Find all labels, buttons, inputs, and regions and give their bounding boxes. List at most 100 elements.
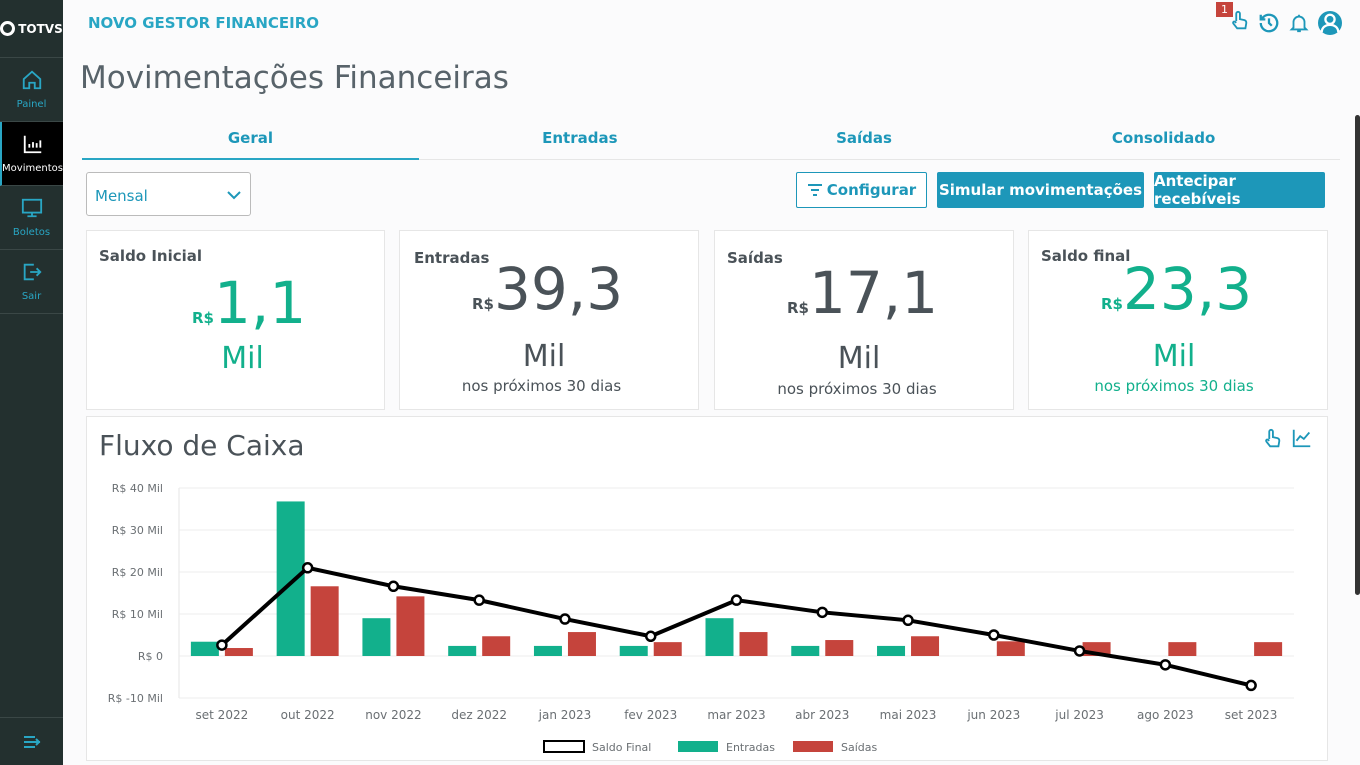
- bar-sadas: [567, 632, 596, 656]
- configurar-label: Configurar: [826, 181, 917, 199]
- x-tick-label: jul 2023: [1054, 708, 1104, 722]
- card-unit: Mil: [837, 341, 881, 376]
- saldo-final-point: [902, 614, 914, 627]
- bar-sadas: [396, 596, 425, 656]
- bar-entradas: [791, 645, 820, 656]
- tab-bar: Geral Entradas Saídas Consolidado: [82, 122, 1340, 160]
- saldo-final-point: [1245, 679, 1257, 692]
- antecipar-recebiveis-button[interactable]: Antecipar recebíveis: [1154, 172, 1325, 208]
- configurar-button[interactable]: Configurar: [796, 172, 927, 208]
- logo-text: TOTVS: [18, 21, 63, 36]
- tab-entradas[interactable]: Entradas: [542, 129, 618, 147]
- saldo-final-point: [644, 630, 657, 643]
- x-tick-label: mar 2023: [707, 708, 765, 722]
- sidebar-item-boletos[interactable]: Boletos: [0, 186, 63, 250]
- sidebar-item-label: Movimentos: [2, 163, 63, 174]
- fluxo-de-caixa-card: Fluxo de Caixa R$ 40 Mil R$ 30 Mil R$ 20 M…: [86, 416, 1328, 761]
- legend-swatch: [543, 740, 585, 753]
- card-entradas: Entradas R$39,3 Mil nos próximos 30 dias: [399, 230, 699, 410]
- x-tick-label: set 2023: [1225, 708, 1278, 722]
- page-scrollbar[interactable]: [1355, 115, 1360, 595]
- sidebar-item-label: Boletos: [12, 227, 51, 238]
- gesture-button[interactable]: 1: [1216, 2, 1250, 36]
- saldo-final-point: [816, 606, 829, 619]
- x-tick-label: jan 2023: [538, 708, 592, 722]
- card-unit: Mil: [522, 339, 566, 374]
- card-subtitle: nos próximos 30 dias: [1094, 377, 1254, 395]
- card-saldo-final: Saldo final R$23,3 Mil nos próximos 30 d…: [1028, 230, 1328, 410]
- saldo-final-point: [473, 594, 485, 606]
- logout-icon: [23, 263, 42, 281]
- x-tick-label: jun 2023: [966, 708, 1020, 722]
- card-saldo-inicial: Saldo Inicial R$1,1 Mil: [86, 230, 385, 410]
- hand-pointer-icon: [1232, 10, 1248, 30]
- bar-entradas: [877, 645, 906, 656]
- card-value: 1,1: [214, 269, 307, 337]
- sidebar-item-label: Painel: [16, 99, 47, 110]
- bar-sadas: [739, 632, 768, 656]
- chart-title: Fluxo de Caixa: [99, 429, 305, 462]
- bar-entradas: [533, 645, 562, 656]
- menu-collapse-icon: [23, 735, 40, 748]
- period-select[interactable]: Mensal: [86, 172, 251, 216]
- bar-entradas: [276, 501, 305, 656]
- card-currency: R$: [192, 309, 214, 327]
- saldo-final-point: [730, 594, 743, 606]
- y-tick-label: R$ 40 Mil: [112, 482, 163, 495]
- saldo-final-point: [988, 629, 1000, 641]
- x-tick-label: nov 2022: [365, 708, 421, 722]
- bar-sadas: [825, 640, 854, 656]
- saldo-final-point: [559, 613, 571, 625]
- saldo-final-point: [301, 562, 314, 574]
- y-tick-label: R$ 30 Mil: [112, 524, 163, 537]
- sidebar-item-painel[interactable]: Painel: [0, 58, 63, 122]
- bell-icon[interactable]: [1288, 12, 1310, 34]
- monitor-icon: [21, 198, 42, 218]
- bar-entradas: [705, 618, 734, 656]
- card-currency: R$: [472, 295, 494, 313]
- simular-movimentacoes-button[interactable]: Simular movimentações: [937, 172, 1144, 208]
- sidebar-item-label: Sair: [21, 291, 42, 302]
- tab-geral[interactable]: Geral: [82, 122, 419, 160]
- card-title: Saldo final: [1041, 247, 1131, 265]
- bar-sadas: [482, 636, 511, 656]
- legend-label: Saídas: [841, 741, 878, 754]
- card-title: Saldo Inicial: [99, 247, 203, 265]
- hand-pointer-icon[interactable]: [1261, 427, 1283, 451]
- bar-entradas: [448, 645, 477, 656]
- card-unit: Mil: [221, 341, 264, 376]
- y-tick-label: R$ -10 Mil: [108, 692, 163, 705]
- sidebar-item-sair[interactable]: Sair: [0, 250, 63, 314]
- x-tick-label: set 2022: [196, 708, 249, 722]
- bar-entradas: [362, 618, 391, 656]
- y-tick-label: R$ 0: [138, 650, 163, 663]
- card-value: 39,3: [494, 255, 624, 323]
- sidebar-item-movimentos[interactable]: Movimentos: [0, 122, 63, 186]
- x-tick-label: out 2022: [281, 708, 335, 722]
- history-icon[interactable]: [1258, 12, 1280, 34]
- page-title: Movimentações Financeiras: [80, 60, 509, 96]
- collapse-menu-button[interactable]: [0, 717, 63, 765]
- bar-sadas: [653, 642, 682, 656]
- sidebar: TOTVS Painel Movimentos Boletos Sair: [0, 0, 63, 765]
- app-title: NOVO GESTOR FINANCEIRO: [88, 14, 320, 32]
- notification-badge: 1: [1216, 2, 1233, 17]
- chevron-down-icon: [227, 191, 241, 200]
- y-tick-label: R$ 20 Mil: [112, 566, 163, 579]
- user-avatar[interactable]: [1318, 11, 1342, 35]
- tab-saidas[interactable]: Saídas: [836, 129, 892, 147]
- card-saidas: Saídas R$17,1 Mil nos próximos 30 dias: [714, 230, 1014, 410]
- card-value: 23,3: [1123, 255, 1253, 323]
- tab-consolidado[interactable]: Consolidado: [1111, 129, 1216, 147]
- card-title: Entradas: [414, 249, 490, 267]
- x-tick-label: mai 2023: [880, 708, 937, 722]
- card-subtitle: nos próximos 30 dias: [777, 380, 937, 398]
- bar-sadas: [1168, 642, 1197, 656]
- legend-swatch: [678, 741, 718, 752]
- bar-sadas: [1254, 642, 1283, 656]
- saldo-final-point: [216, 639, 228, 651]
- legend-swatch: [793, 741, 833, 752]
- card-title: Saídas: [727, 249, 783, 267]
- filter-icon: [807, 184, 822, 196]
- line-chart-icon[interactable]: [1291, 427, 1313, 449]
